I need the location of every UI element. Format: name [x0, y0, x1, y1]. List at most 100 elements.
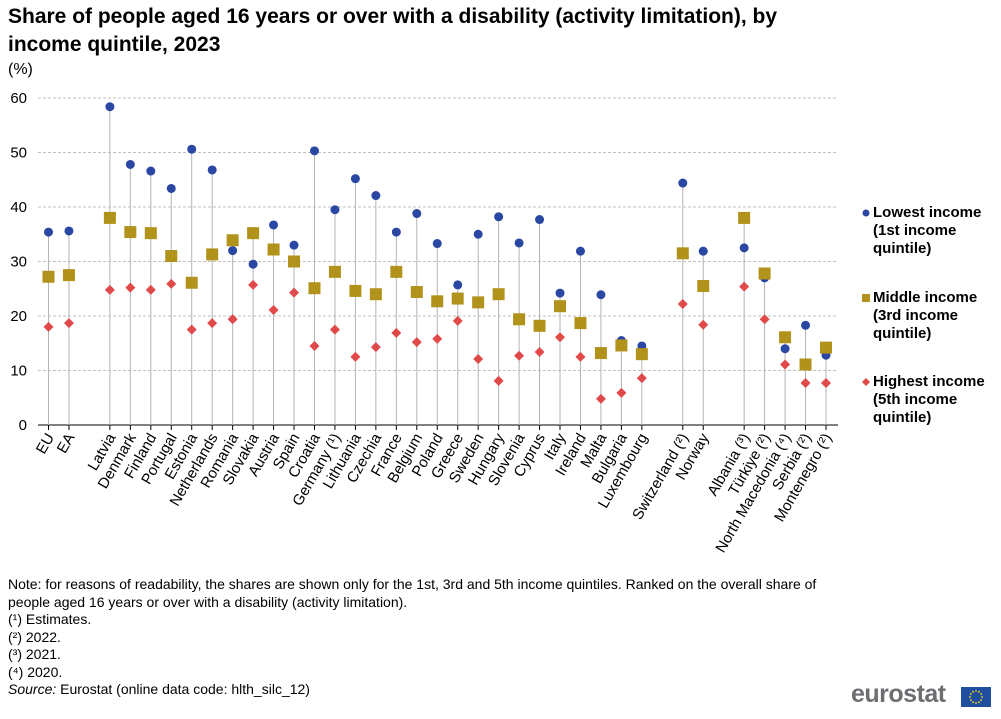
data-point-middle-income [676, 247, 689, 260]
y-tick-label: 0 [19, 417, 27, 434]
data-point-middle-income [349, 284, 362, 297]
data-point-middle-income [533, 319, 546, 332]
data-point-middle-income [267, 243, 280, 256]
data-point-lowest-income [64, 226, 74, 236]
flag-star [978, 701, 980, 704]
data-point-highest-income [739, 281, 750, 292]
data-point-highest-income [759, 314, 770, 325]
data-point-highest-income [493, 375, 504, 386]
data-point-middle-income [144, 227, 157, 240]
data-point-highest-income [555, 332, 566, 343]
y-tick-label: 30 [10, 254, 27, 271]
legend-marker-circle [862, 209, 870, 217]
data-point-middle-income [369, 288, 382, 301]
data-point-lowest-income [535, 215, 545, 225]
data-point-highest-income [227, 314, 238, 325]
data-point-middle-income [738, 211, 751, 224]
flag-star [980, 693, 983, 695]
data-point-highest-income [125, 282, 136, 293]
data-point-middle-income [410, 286, 423, 299]
data-point-highest-income [432, 333, 443, 344]
data-point-highest-income [616, 387, 627, 398]
data-point-lowest-income [739, 243, 749, 253]
data-point-lowest-income [371, 191, 381, 201]
y-tick-label: 20 [10, 308, 27, 325]
data-point-lowest-income [780, 344, 790, 354]
data-point-lowest-income [207, 165, 217, 175]
data-point-highest-income [677, 299, 688, 310]
data-point-middle-income [247, 227, 260, 240]
flag-star [969, 696, 971, 698]
data-point-highest-income [289, 287, 300, 298]
data-point-highest-income [370, 342, 381, 353]
source-label: Source: [8, 681, 57, 697]
data-point-middle-income [451, 292, 464, 305]
data-point-middle-income [124, 226, 137, 239]
grid-lines [38, 97, 838, 426]
data-point-middle-income [165, 250, 178, 263]
y-axis-ticks: 0 10 20 30 40 50 60 [10, 90, 27, 434]
eu-flag-icon [961, 687, 991, 707]
y-tick-label: 40 [10, 199, 27, 216]
flag-star [969, 699, 972, 701]
footnote: (⁴) 2020. [8, 663, 63, 680]
data-point-highest-income [43, 321, 54, 332]
data-point-middle-income [431, 295, 444, 308]
legend-label: Lowest income (1st income quintile) [873, 204, 982, 257]
data-point-lowest-income [412, 209, 422, 219]
chart-title: Share of people aged 16 years or over wi… [8, 5, 778, 56]
data-point-highest-income [391, 327, 402, 338]
flag-star [975, 702, 977, 704]
data-point-lowest-income [125, 159, 135, 169]
data-point-lowest-income [146, 166, 156, 176]
data-point-middle-income [554, 300, 567, 313]
data-point-middle-income [635, 348, 648, 361]
y-tick-label: 60 [10, 90, 27, 107]
data-point-highest-income [268, 305, 279, 316]
data-point-lowest-income [350, 174, 360, 184]
data-point-middle-income [62, 269, 75, 282]
data-point-highest-income [800, 378, 811, 389]
data-point-highest-income [780, 359, 791, 370]
y-tick-label: 50 [10, 145, 27, 162]
data-point-middle-income [226, 234, 239, 247]
data-point-lowest-income [596, 290, 606, 300]
data-point-highest-income [166, 278, 177, 289]
data-point-middle-income [697, 280, 710, 293]
data-point-highest-income [186, 324, 197, 335]
flag-star [981, 696, 983, 698]
y-tick-label: 10 [10, 363, 27, 380]
data-point-highest-income [534, 346, 545, 357]
data-point-middle-income [820, 341, 832, 354]
data-point-lowest-income [514, 238, 524, 248]
data-point-middle-income [206, 248, 219, 261]
legend-marker-diamond [862, 378, 870, 386]
data-point-highest-income [350, 351, 361, 362]
legend-item-middle-income: Middle income (3rd income quintile) [862, 289, 997, 343]
stem-lines [48, 106, 827, 425]
data-point-lowest-income [494, 212, 504, 222]
legend-marker-square [862, 294, 870, 302]
legend-label: Middle income (3rd income quintile) [873, 289, 978, 342]
x-tick-label: EU [33, 431, 58, 458]
data-point-lowest-income [309, 146, 319, 156]
data-point-middle-income [185, 276, 198, 289]
data-point-middle-income [574, 317, 587, 330]
data-point-highest-income [636, 373, 647, 384]
legend-item-lowest-income: Lowest income (1st income quintile) [862, 204, 997, 258]
x-tick-label: EA [54, 431, 79, 457]
flag-star [975, 690, 977, 692]
data-point-highest-income [595, 393, 606, 404]
data-point-middle-income [288, 255, 301, 268]
data-point-highest-income [514, 350, 525, 361]
note-text: Note: for reasons of readability, the sh… [8, 576, 817, 610]
data-marks [42, 102, 832, 404]
data-point-lowest-income [432, 239, 442, 249]
data-point-lowest-income [391, 227, 401, 237]
data-point-middle-income [758, 267, 771, 280]
data-point-middle-income [513, 313, 526, 326]
data-point-highest-income [104, 284, 115, 295]
data-point-highest-income [309, 340, 320, 351]
data-point-lowest-income [678, 178, 688, 188]
